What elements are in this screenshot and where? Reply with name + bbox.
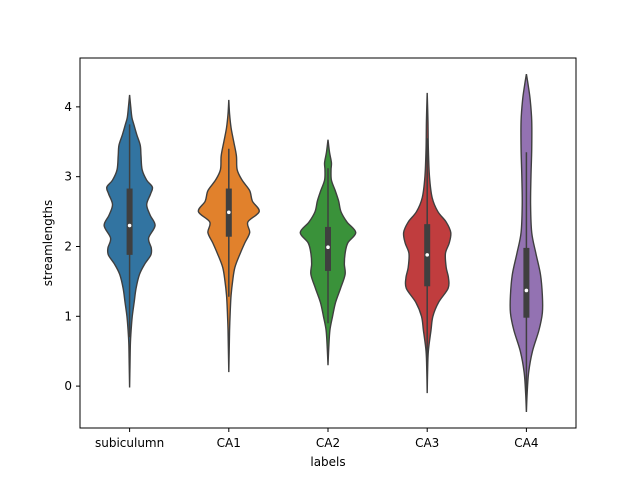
violin-ca4 (509, 73, 544, 412)
y-tick-label: 4 (64, 100, 72, 114)
violin-ca2 (299, 139, 357, 366)
y-axis: 0 1 2 3 4 (64, 100, 80, 393)
x-tick-label-subiculumn: subiculumn (95, 436, 164, 450)
y-tick-label: 3 (64, 170, 72, 184)
violin-median-dot (425, 253, 430, 257)
y-tick-label: 2 (64, 239, 72, 253)
x-tick-label-ca1: CA1 (217, 436, 241, 450)
violin-ca3 (402, 92, 452, 394)
y-tick-label: 0 (64, 379, 72, 393)
violin-median-dot (326, 245, 330, 249)
x-tick-label-ca2: CA2 (316, 436, 340, 450)
x-tick-label-ca4: CA4 (514, 436, 538, 450)
violin-median-dot (127, 223, 132, 228)
violin-subiculumn (103, 94, 156, 388)
y-axis-label: streamlengths (41, 200, 55, 287)
x-tick-label-ca3: CA3 (415, 436, 439, 450)
violin-median-dot (524, 288, 529, 293)
violins-group (103, 73, 544, 412)
y-tick-label: 1 (64, 309, 72, 323)
x-axis-label: labels (310, 455, 345, 469)
violin-median-dot (227, 210, 231, 215)
violin-ca1 (197, 99, 260, 373)
violin-iqr-box (126, 188, 133, 255)
x-axis: subiculumn CA1 CA2 CA3 CA4 (95, 428, 539, 450)
violin-iqr-box (523, 247, 530, 318)
